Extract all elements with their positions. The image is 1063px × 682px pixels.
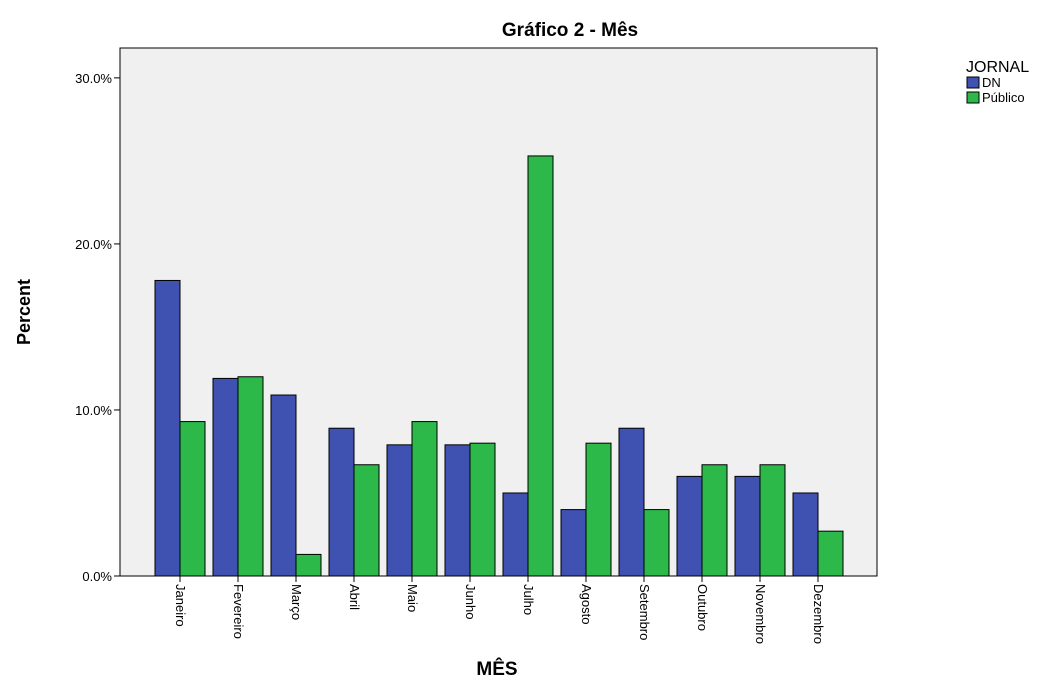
y-axis: 0.0% 10.0% 20.0% 30.0% xyxy=(75,71,120,584)
legend-title: JORNAL xyxy=(966,59,1029,76)
y-tick-label: 0.0% xyxy=(82,569,112,584)
bar-dn-setembro xyxy=(618,427,645,577)
legend-label: Público xyxy=(982,90,1025,105)
x-tick-label: Maio xyxy=(405,584,420,612)
x-tick-label: Agosto xyxy=(579,584,594,624)
legend-swatch xyxy=(966,91,980,104)
bar-dn-fevereiro xyxy=(212,377,239,577)
x-tick-label: Janeiro xyxy=(173,584,188,627)
bar-dn-novembro xyxy=(734,475,761,577)
bar-dn-junho xyxy=(444,444,471,577)
bar-p-blico-novembro xyxy=(759,464,786,577)
bar-p-blico-abril xyxy=(353,464,380,577)
y-axis-label: Percent xyxy=(14,279,34,345)
chart-title: Gráfico 2 - Mês xyxy=(502,20,638,41)
y-tick-label: 10.0% xyxy=(75,403,112,418)
bar-p-blico-agosto xyxy=(585,442,612,577)
bar-p-blico-maio xyxy=(411,421,438,577)
bar-p-blico-mar-o xyxy=(295,553,322,577)
bar-dn-outubro xyxy=(676,475,703,577)
bar-p-blico-setembro xyxy=(643,509,670,577)
bar-dn-maio xyxy=(386,444,413,577)
bar-p-blico-janeiro xyxy=(179,421,206,577)
y-tick-label: 20.0% xyxy=(75,237,112,252)
x-tick-label: Novembro xyxy=(753,584,768,644)
bars xyxy=(154,155,844,577)
x-axis-label: MÊS xyxy=(476,658,517,680)
bar-p-blico-outubro xyxy=(701,464,728,577)
x-tick-label: Março xyxy=(289,584,304,620)
x-tick-label: Julho xyxy=(521,584,536,615)
x-tick-label: Fevereiro xyxy=(231,584,246,639)
x-axis: Janeiro Fevereiro Março Abril Maio Junho Julho… xyxy=(173,576,826,644)
bar-dn-julho xyxy=(502,492,529,577)
bar-dn-janeiro xyxy=(154,279,181,577)
bar-p-blico-junho xyxy=(469,442,496,577)
bar-p-blico-julho xyxy=(527,155,554,577)
x-tick-label: Junho xyxy=(463,584,478,619)
x-tick-label: Outubro xyxy=(695,584,710,631)
bar-p-blico-dezembro xyxy=(817,530,844,577)
bar-dn-abril xyxy=(328,427,355,577)
bar-dn-dezembro xyxy=(792,492,819,577)
y-tick-label: 30.0% xyxy=(75,71,112,86)
x-tick-label: Dezembro xyxy=(811,584,826,644)
bar-p-blico-fevereiro xyxy=(237,376,264,577)
legend-swatch xyxy=(966,76,980,89)
legend-label: DN xyxy=(982,75,1001,90)
x-tick-label: Setembro xyxy=(637,584,652,640)
bar-dn-mar-o xyxy=(270,394,297,577)
bar-dn-agosto xyxy=(560,509,587,577)
x-tick-label: Abril xyxy=(347,584,362,610)
